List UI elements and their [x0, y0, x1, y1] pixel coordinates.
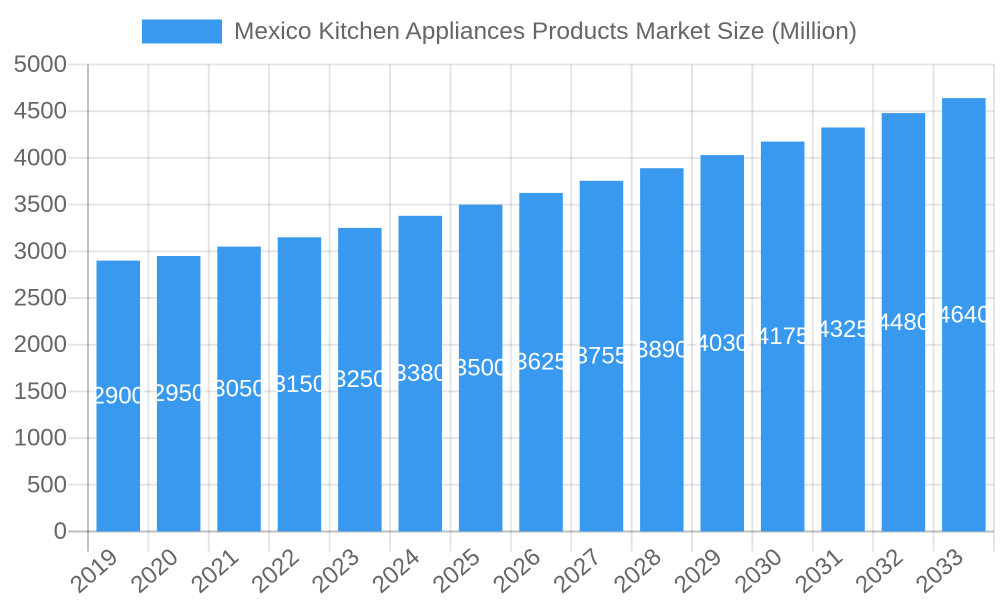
svg-text:2900: 2900 — [92, 383, 145, 410]
svg-text:1000: 1000 — [14, 425, 67, 452]
svg-text:3380: 3380 — [394, 360, 447, 387]
svg-text:3000: 3000 — [14, 238, 67, 265]
svg-text:4500: 4500 — [14, 98, 67, 125]
svg-text:2000: 2000 — [14, 331, 67, 358]
svg-text:500: 500 — [27, 471, 67, 498]
svg-text:3625: 3625 — [514, 349, 567, 376]
svg-text:4175: 4175 — [756, 323, 809, 350]
svg-text:4000: 4000 — [14, 144, 67, 171]
svg-text:3250: 3250 — [333, 366, 386, 393]
svg-text:5000: 5000 — [14, 51, 67, 78]
svg-text:3890: 3890 — [635, 336, 688, 363]
svg-text:Mexico Kitchen Appliances Prod: Mexico Kitchen Appliances Products Marke… — [234, 18, 857, 45]
svg-text:1500: 1500 — [14, 378, 67, 405]
svg-text:2500: 2500 — [14, 285, 67, 312]
svg-text:0: 0 — [54, 518, 67, 545]
svg-text:3755: 3755 — [575, 343, 628, 370]
svg-text:4325: 4325 — [816, 316, 869, 343]
svg-text:4480: 4480 — [877, 309, 930, 336]
svg-text:3500: 3500 — [454, 355, 507, 382]
svg-text:4640: 4640 — [937, 301, 990, 328]
svg-text:4030: 4030 — [696, 330, 749, 357]
svg-text:3500: 3500 — [14, 191, 67, 218]
svg-text:2950: 2950 — [152, 380, 205, 407]
svg-text:3150: 3150 — [273, 371, 326, 398]
svg-text:3050: 3050 — [212, 376, 265, 403]
